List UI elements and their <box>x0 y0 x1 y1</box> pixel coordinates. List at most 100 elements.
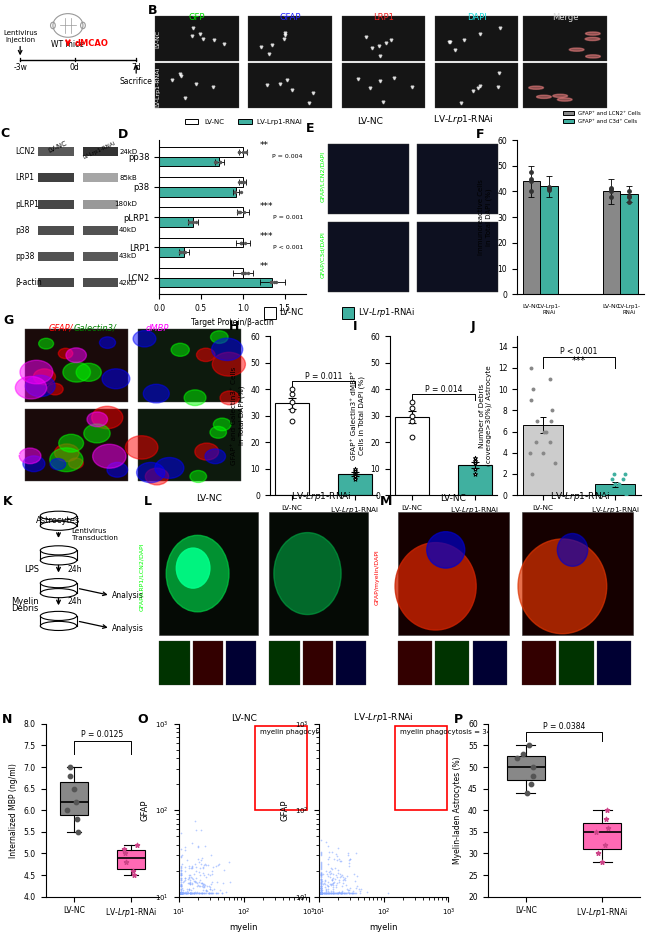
Ellipse shape <box>166 535 229 612</box>
Point <box>343 883 354 898</box>
Point <box>177 883 188 898</box>
Point <box>316 885 326 900</box>
Point <box>176 885 187 900</box>
Point <box>624 190 634 205</box>
Point <box>176 872 187 887</box>
Point <box>207 875 217 890</box>
Point <box>343 884 353 899</box>
Point <box>316 885 326 900</box>
Point <box>332 848 343 863</box>
Point <box>319 876 330 891</box>
PathPatch shape <box>506 757 545 780</box>
Point <box>470 453 480 468</box>
Point <box>316 880 326 895</box>
Point <box>187 875 198 890</box>
Point <box>336 854 346 869</box>
Point <box>176 885 187 900</box>
Point <box>316 881 326 896</box>
Point <box>316 885 326 900</box>
Point <box>321 885 332 900</box>
Point <box>196 875 207 890</box>
Point <box>198 878 208 893</box>
Point <box>183 871 193 886</box>
Point <box>176 885 187 900</box>
Point <box>316 885 326 900</box>
Point <box>176 885 187 900</box>
Point <box>316 885 326 900</box>
Point <box>72 812 83 827</box>
Point <box>176 885 187 900</box>
Bar <box>25 409 129 481</box>
Point <box>235 184 246 199</box>
Point <box>176 885 187 900</box>
Point <box>194 874 204 889</box>
Point <box>319 885 330 900</box>
Point <box>316 885 326 900</box>
Point <box>600 837 610 852</box>
Point <box>316 885 326 900</box>
Point <box>316 879 326 894</box>
Bar <box>248 16 332 61</box>
Point <box>62 802 73 818</box>
Circle shape <box>529 86 543 90</box>
Point <box>192 878 202 893</box>
Ellipse shape <box>427 531 465 568</box>
Point <box>176 885 187 900</box>
Point <box>354 884 365 899</box>
Point <box>316 878 326 893</box>
Point <box>623 482 633 497</box>
Point <box>176 878 187 893</box>
Point <box>316 885 326 900</box>
Bar <box>159 248 185 257</box>
Point <box>322 885 333 900</box>
Point <box>316 885 326 900</box>
Point <box>176 885 187 900</box>
Point <box>330 885 340 900</box>
Point <box>325 885 335 900</box>
Point <box>176 885 187 900</box>
Point <box>352 869 362 884</box>
Point <box>316 885 326 900</box>
Point <box>316 882 326 897</box>
Text: LV-NC: LV-NC <box>441 493 466 502</box>
Point <box>195 868 205 883</box>
Point <box>177 885 188 900</box>
Point <box>316 885 326 900</box>
Point <box>316 885 326 900</box>
Point <box>211 859 222 874</box>
Point <box>176 885 187 900</box>
Point <box>177 245 188 260</box>
Point <box>327 877 337 892</box>
Point <box>213 857 223 872</box>
Point <box>176 876 187 891</box>
Point <box>176 885 187 900</box>
Bar <box>38 252 74 261</box>
Bar <box>38 148 74 156</box>
Point <box>176 885 187 900</box>
Point <box>176 885 187 900</box>
Point <box>176 885 187 900</box>
PathPatch shape <box>583 823 621 849</box>
Point <box>176 885 187 900</box>
Point <box>318 876 328 891</box>
Point <box>200 878 210 893</box>
Bar <box>138 409 242 481</box>
Point <box>316 885 326 900</box>
Point <box>176 885 187 900</box>
Point <box>316 885 326 900</box>
X-axis label: myelin: myelin <box>229 923 258 932</box>
Text: O: O <box>137 714 148 727</box>
Point <box>316 885 326 900</box>
Point <box>176 885 187 900</box>
Point <box>176 885 187 900</box>
Point <box>176 885 187 900</box>
Point <box>205 882 215 897</box>
Point <box>211 885 222 900</box>
Point <box>337 885 348 900</box>
Point <box>176 885 187 900</box>
Point <box>316 875 326 890</box>
Point <box>323 856 333 871</box>
Point <box>176 885 187 900</box>
Circle shape <box>125 436 158 460</box>
Point <box>203 885 213 900</box>
